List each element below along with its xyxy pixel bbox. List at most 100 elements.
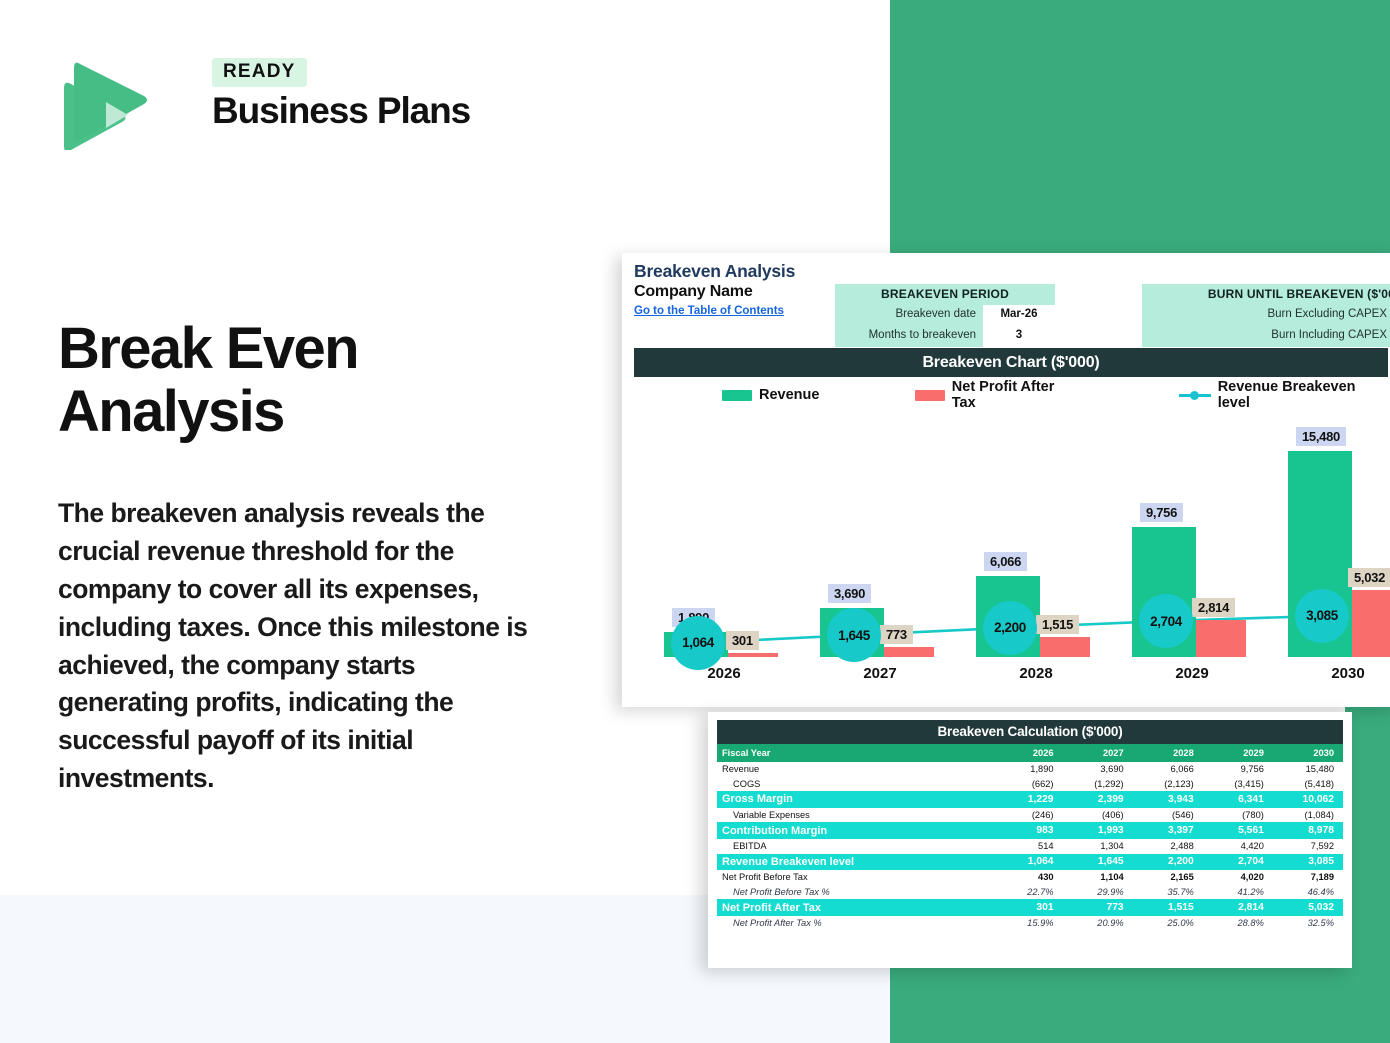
row-label: Gross Margin xyxy=(717,791,993,808)
cell-2029: 9,756 xyxy=(1240,764,1264,775)
breakeven-chart-card: Breakeven Analysis Company Name Go to th… xyxy=(622,253,1390,707)
brand-logo: READY Business Plans xyxy=(60,58,471,158)
table-row: COGS (662) (1,292) (2,123) (3,415) (5,418) xyxy=(717,777,1343,792)
legend-label-revenue: Revenue xyxy=(759,387,820,403)
data-label-revenue-2029: 9,756 xyxy=(1140,503,1184,523)
kpi-breakeven-period: BREAKEVEN PERIOD Breakeven date Mar-26 M… xyxy=(835,284,1055,347)
table-row: Gross Margin 1,229 2,399 3,943 6,341 10,062 xyxy=(717,791,1343,808)
bar-net-profit-after-tax-2028[interactable] xyxy=(1028,636,1090,657)
breakeven-point-2026[interactable]: 1,064 xyxy=(671,615,725,670)
cell-2029: 2,814 xyxy=(1202,899,1273,916)
cell-2030: (5,418) xyxy=(1304,778,1334,789)
background-block-top-right xyxy=(890,0,1390,258)
legend-swatch-npat-icon xyxy=(915,389,945,401)
kpi-burn-until-breakeven: BURN UNTIL BREAKEVEN ($'000) Burn Exclud… xyxy=(1142,284,1390,347)
x-axis-label-2029: 2029 xyxy=(1175,665,1209,682)
cell-2028: 2,165 xyxy=(1170,872,1194,883)
row-label: EBITDA xyxy=(733,841,767,852)
legend-item-revenue[interactable]: Revenue xyxy=(722,387,819,403)
breakeven-point-2030[interactable]: 3,085 xyxy=(1295,588,1349,643)
cell-2029: 4,020 xyxy=(1240,872,1264,883)
cell-2027: (406) xyxy=(1101,810,1124,821)
breakeven-point-2029[interactable]: 2,704 xyxy=(1139,594,1193,649)
cell-2026: (662) xyxy=(1031,778,1054,789)
data-label-npat-2028: 1,515 xyxy=(1036,614,1080,634)
cell-2028: 3,397 xyxy=(1132,822,1203,839)
table-row: EBITDA 514 1,304 2,488 4,420 7,592 xyxy=(717,839,1343,854)
cell-2028: (2,123) xyxy=(1164,778,1194,789)
cell-2026: 22.7% xyxy=(1027,887,1054,898)
kpi-label-breakeven-date: Breakeven date xyxy=(835,305,983,326)
table-row: Net Profit Before Tax % 22.7% 29.9% 35.7% 41… xyxy=(717,885,1343,900)
legend-item-revenue-breakeven-level[interactable]: Revenue Breakeven level xyxy=(1179,379,1388,411)
cell-2027: 773 xyxy=(1062,899,1133,916)
chart-group-2028: 6,066 1,515 2,200 xyxy=(976,413,1096,657)
legend-swatch-breakeven-line-icon xyxy=(1179,390,1212,401)
chart-title-banner: Breakeven Chart ($'000) xyxy=(634,348,1388,377)
kpi-row: Months to breakeven 3 xyxy=(835,326,1055,347)
table-row: Revenue 1,890 3,690 6,066 9,756 15,480 xyxy=(717,762,1343,777)
x-axis-label-2027: 2027 xyxy=(863,665,897,682)
page-title-line2: Analysis xyxy=(58,378,285,444)
table-row: Net Profit Before Tax 430 1,104 2,165 4,020 7… xyxy=(717,870,1343,885)
column-header-2027: 2027 xyxy=(1062,744,1133,762)
cell-2030: 32.5% xyxy=(1307,918,1334,929)
kpi-label-burn-including-capex: Burn Including CAPEX xyxy=(1142,326,1390,347)
cell-2030: 7,592 xyxy=(1310,841,1334,852)
sheet-header: Breakeven Analysis Company Name Go to th… xyxy=(634,261,795,319)
cell-2027: 2,399 xyxy=(1062,791,1133,808)
kpi-value-breakeven-date[interactable]: Mar-26 xyxy=(983,305,1055,326)
cell-2028: 6,066 xyxy=(1170,764,1194,775)
data-label-revenue-2028: 6,066 xyxy=(984,552,1028,572)
sheet-title: Breakeven Analysis xyxy=(634,261,796,281)
cell-2026: 1,229 xyxy=(992,791,1063,808)
column-header-2028: 2028 xyxy=(1132,744,1203,762)
cell-2030: 7,189 xyxy=(1310,872,1334,883)
cell-2028: 1,515 xyxy=(1132,899,1203,916)
table-row: Revenue Breakeven level 1,064 1,645 2,200 2,… xyxy=(717,853,1343,871)
bar-net-profit-after-tax-2026[interactable] xyxy=(716,653,778,657)
chart-group-2026: 1,8903011,064 xyxy=(664,413,784,670)
column-header-2026: 2026 xyxy=(992,744,1063,762)
row-label: Contribution Margin xyxy=(717,822,993,839)
x-axis-label-2026: 2026 xyxy=(707,665,741,682)
table-of-contents-link[interactable]: Go to the Table of Contents xyxy=(634,305,784,317)
cell-2026: 15.9% xyxy=(1027,918,1054,929)
data-label-npat-2029: 2,814 xyxy=(1192,597,1236,617)
breakeven-point-2027[interactable]: 1,645 xyxy=(827,608,881,663)
breakeven-point-2028[interactable]: 2,200 xyxy=(983,600,1037,655)
cell-2028: 2,200 xyxy=(1132,853,1203,871)
cell-2028: 35.7% xyxy=(1167,887,1194,898)
kpi-label-burn-excluding-capex: Burn Excluding CAPEX xyxy=(1142,305,1390,326)
kpi-burn-title: BURN UNTIL BREAKEVEN ($'000) xyxy=(1142,284,1390,305)
kpi-value-months-to-breakeven[interactable]: 3 xyxy=(983,326,1055,347)
kpi-breakeven-period-title: BREAKEVEN PERIOD xyxy=(835,284,1055,305)
chart-group-2029: 9,756 2,814 2,704 xyxy=(1132,413,1252,657)
cell-2028: 2,488 xyxy=(1170,841,1194,852)
kpi-row: Breakeven date Mar-26 xyxy=(835,305,1055,326)
cell-2030: 15,480 xyxy=(1305,764,1334,775)
sheet-company: Company Name xyxy=(634,283,753,300)
data-label-revenue-2027: 3,690 xyxy=(828,583,872,603)
cell-2027: 29.9% xyxy=(1097,887,1124,898)
data-label-npat-2026: 301 xyxy=(726,631,759,650)
table-row: Variable Expenses (246) (406) (546) (780) (1,… xyxy=(717,808,1343,823)
legend-item-net-profit-after-tax[interactable]: Net Profit After Tax xyxy=(915,379,1079,411)
bar-net-profit-after-tax-2027[interactable] xyxy=(872,646,934,657)
breakeven-calculation-table: Fiscal Year 2026 2027 2028 2029 2030 Rev… xyxy=(717,744,1343,931)
cell-2030: 8,978 xyxy=(1272,822,1343,839)
cell-2026: 1,064 xyxy=(992,853,1063,871)
row-label: Revenue Breakeven level xyxy=(717,853,993,871)
cell-2030: 5,032 xyxy=(1272,899,1343,916)
cell-2027: 1,993 xyxy=(1062,822,1133,839)
x-axis-label-2030: 2030 xyxy=(1331,665,1365,682)
cell-2028: (546) xyxy=(1172,810,1194,821)
cell-2029: (3,415) xyxy=(1234,778,1264,789)
table-row: Net Profit After Tax % 15.9% 20.9% 25.0% 28.… xyxy=(717,916,1343,931)
cell-2027: 1,645 xyxy=(1062,853,1133,871)
cell-2030: 46.4% xyxy=(1307,887,1334,898)
legend-swatch-revenue-icon xyxy=(722,389,752,401)
cell-2026: (246) xyxy=(1031,810,1054,821)
background-block-bottom-right xyxy=(890,965,1390,1043)
